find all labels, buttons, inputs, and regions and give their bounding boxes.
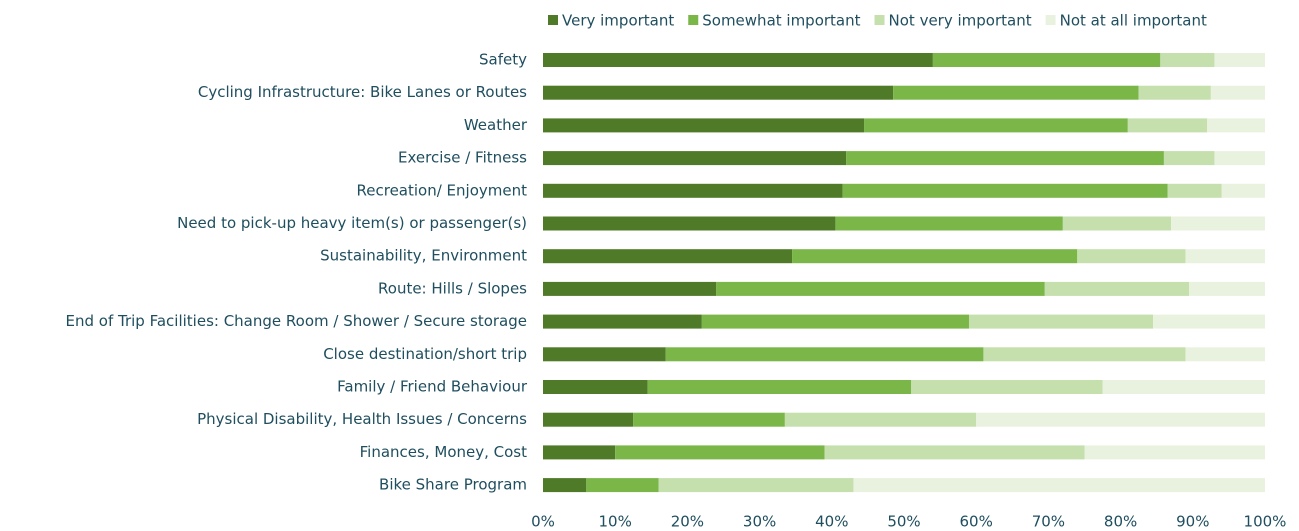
- bar-segment: [665, 347, 984, 362]
- legend-swatch: [1045, 15, 1056, 25]
- bar-segment: [1185, 249, 1265, 264]
- bar-segment: [543, 281, 717, 296]
- bar-segment: [543, 183, 843, 198]
- bar-segment: [1214, 151, 1265, 166]
- x-tick-label: 80%: [1104, 513, 1137, 531]
- bar-segment: [983, 347, 1186, 362]
- bar-segment: [586, 478, 659, 493]
- category-label: Cycling Infrastructure: Bike Lanes or Ro…: [198, 83, 527, 101]
- category-label: Recreation/ Enjoyment: [357, 181, 528, 199]
- bar-segment: [658, 478, 854, 493]
- x-tick-label: 90%: [1176, 513, 1209, 531]
- bar-segment: [543, 249, 793, 264]
- legend-label: Somewhat important: [702, 12, 860, 30]
- bar-segment: [543, 314, 702, 329]
- x-tick-label: 0%: [531, 513, 555, 531]
- bar-segment: [846, 151, 1164, 166]
- bar-segment: [543, 380, 648, 394]
- category-label: Need to pick-up heavy item(s) or passeng…: [177, 214, 527, 232]
- legend-swatch: [548, 15, 558, 25]
- category-label: Close destination/short trip: [323, 345, 527, 363]
- bar-segment: [1185, 347, 1265, 362]
- bar-segment: [1044, 281, 1190, 296]
- bar-segment: [1138, 85, 1211, 100]
- x-tick-label: 20%: [671, 513, 704, 531]
- bar-segment: [864, 118, 1128, 133]
- bar-segment: [784, 412, 977, 427]
- bar-segment: [911, 380, 1103, 394]
- category-label: End of Trip Facilities: Change Room / Sh…: [66, 312, 527, 330]
- bar-segment: [1127, 118, 1208, 133]
- bar-segment: [1167, 183, 1222, 198]
- bar-segment: [543, 151, 847, 166]
- x-tick-label: 10%: [599, 513, 632, 531]
- x-tick-label: 40%: [815, 513, 848, 531]
- bar-segment: [1077, 249, 1186, 264]
- bar-segment: [968, 314, 1154, 329]
- bar-segment: [1221, 183, 1265, 198]
- category-label: Safety: [479, 51, 527, 69]
- bar-segment: [853, 478, 1265, 493]
- bar-segment: [1153, 314, 1265, 329]
- x-tick-label: 30%: [743, 513, 776, 531]
- bar-segment: [1214, 53, 1265, 67]
- bar-segment: [824, 445, 1085, 460]
- bar-segment: [1160, 53, 1215, 67]
- legend-label: Not at all important: [1060, 12, 1207, 30]
- bar-segment: [893, 85, 1139, 100]
- category-label: Sustainability, Environment: [320, 247, 527, 265]
- category-label: Weather: [464, 116, 528, 134]
- bar-segment: [1171, 216, 1265, 231]
- bar-segment: [1163, 151, 1215, 166]
- category-label: Exercise / Fitness: [398, 149, 527, 167]
- bar-segment: [1062, 216, 1172, 231]
- category-label: Route: Hills / Slopes: [378, 279, 527, 297]
- bar-segment: [1084, 445, 1265, 460]
- bar-segment: [543, 53, 933, 67]
- legend-swatch: [688, 15, 699, 25]
- bar-segment: [543, 85, 894, 100]
- bar-segment: [835, 216, 1063, 231]
- legend-label: Not very important: [889, 12, 1032, 30]
- bar-segment: [976, 412, 1265, 427]
- bar-segment: [842, 183, 1168, 198]
- bar-segment: [647, 380, 912, 394]
- bar-segment: [633, 412, 785, 427]
- bar-segment: [543, 478, 587, 493]
- category-label: Finances, Money, Cost: [360, 443, 527, 461]
- bar-segment: [543, 216, 836, 231]
- bar-segment: [1210, 85, 1265, 100]
- x-tick-label: 60%: [960, 513, 993, 531]
- category-label: Bike Share Program: [379, 476, 527, 494]
- bar-segment: [615, 445, 825, 460]
- bar-segment: [543, 412, 634, 427]
- bar-segment: [716, 281, 1045, 296]
- legend-swatch: [874, 15, 885, 25]
- x-tick-label: 50%: [887, 513, 920, 531]
- category-label: Family / Friend Behaviour: [337, 378, 528, 396]
- bar-segment: [543, 347, 666, 362]
- bar-segment: [932, 53, 1161, 67]
- category-label: Physical Disability, Health Issues / Con…: [197, 410, 527, 428]
- bar-segment: [543, 118, 865, 133]
- bar-segment: [1102, 380, 1265, 394]
- bar-segment: [1207, 118, 1265, 133]
- legend-label: Very important: [562, 12, 674, 30]
- bar-segment: [543, 445, 616, 460]
- bar-segment: [1189, 281, 1265, 296]
- x-tick-label: 70%: [1032, 513, 1065, 531]
- bar-segment: [701, 314, 969, 329]
- bar-segment: [792, 249, 1078, 264]
- x-tick-label: 100%: [1244, 513, 1287, 531]
